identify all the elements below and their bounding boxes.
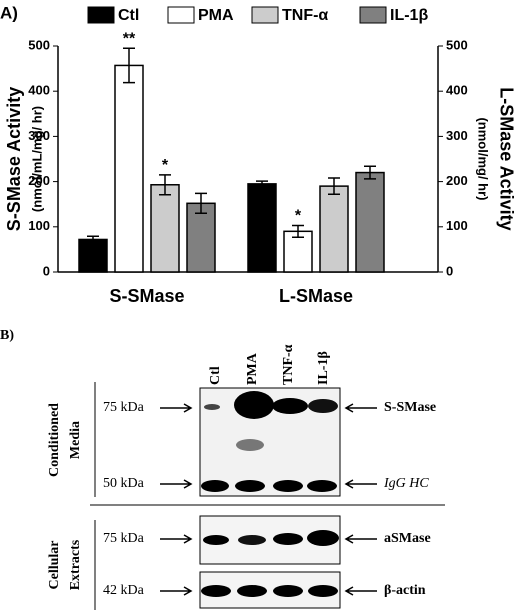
error-bar (87, 235, 99, 244)
x-tick-label: L-SMase (279, 286, 353, 306)
legend-swatch (251, 6, 279, 24)
y2-axis-units: (nmol/mg/ hr) (476, 117, 491, 200)
y2-tick-label: 0 (446, 263, 453, 278)
legend-swatch (87, 6, 115, 24)
band (273, 480, 303, 492)
band-label: S-SMase (384, 400, 436, 415)
y-tick-label: 100 (28, 218, 50, 233)
band (204, 404, 220, 410)
marker-label: 50 kDa (103, 476, 145, 491)
y2-tick-label: 100 (446, 218, 468, 233)
bar (283, 230, 313, 273)
bar (186, 202, 216, 273)
marker-label: 42 kDa (103, 583, 145, 598)
arrow (344, 586, 377, 596)
panel-a: A) 0 100 200 300 400 500 0 100 200 300 400 500 S-SMa… (0, 3, 516, 305)
band-label: β-actin (384, 583, 426, 598)
y-tick-label: 500 (28, 37, 50, 52)
bar (114, 64, 144, 273)
y-axis-units: (nmol/mL/mg/ hr) (29, 106, 44, 212)
legend-label: Ctl (118, 7, 139, 24)
band-label: aSMase (384, 531, 431, 546)
arrow (344, 534, 377, 544)
band (272, 398, 308, 414)
arrow (160, 534, 193, 544)
y-axis-title: S-SMase Activity (4, 87, 24, 231)
y-tick-label: 200 (28, 173, 50, 188)
legend-label: IL-1β (390, 7, 428, 24)
band (234, 391, 274, 419)
legend-swatch (167, 6, 195, 24)
legend-label: TNF-α (282, 7, 328, 24)
bar (247, 183, 277, 273)
lane-label: TNF-α (281, 344, 296, 385)
band (273, 533, 303, 545)
band (273, 585, 303, 597)
arrow (344, 479, 377, 489)
y-tick-label: 0 (43, 263, 50, 278)
lane-label: PMA (245, 352, 260, 385)
lane-label: Ctl (208, 366, 223, 385)
error-bar (256, 180, 268, 188)
bar (78, 238, 108, 273)
band (201, 585, 231, 597)
group-label: Media (68, 421, 83, 459)
band (308, 585, 338, 597)
error-bar (123, 47, 135, 84)
band (307, 480, 337, 492)
marker-label: 75 kDa (103, 531, 145, 546)
legend-label: PMA (198, 7, 234, 24)
band (235, 480, 265, 492)
panel-label: B) (0, 328, 14, 343)
significance-label: * (295, 208, 302, 225)
error-bar (364, 165, 376, 180)
y-tick-label: 300 (28, 128, 50, 143)
y2-axis-title: L-SMase Activity (496, 87, 516, 230)
y2-tick-label: 500 (446, 37, 468, 52)
bar (150, 184, 180, 273)
arrow (160, 479, 193, 489)
band (238, 535, 266, 545)
x-tick-label: S-SMase (109, 286, 184, 306)
group-label: Extracts (68, 539, 83, 590)
band (237, 585, 267, 597)
panel-b: B) Ctl PMA TNF-α IL-1β Conditioned Media 75 kD… (0, 328, 445, 610)
y-tick-label: 400 (28, 83, 50, 98)
y2-tick-label: 400 (446, 83, 468, 98)
arrow (160, 403, 193, 413)
panel-label: A) (0, 3, 18, 22)
error-bar (328, 177, 340, 196)
y2-tick-label: 300 (446, 128, 468, 143)
band-label: IgG HC (383, 476, 429, 491)
significance-label: * (162, 157, 169, 174)
band (203, 535, 229, 545)
significance-label: ** (123, 30, 136, 47)
band (308, 399, 338, 413)
bar (355, 171, 385, 273)
legend-swatch (359, 6, 387, 24)
band (307, 530, 339, 546)
lane-label: IL-1β (316, 351, 331, 385)
arrow (160, 586, 193, 596)
bar (319, 185, 349, 273)
group-label: Conditioned (47, 403, 62, 477)
y2-tick-label: 200 (446, 173, 468, 188)
band (201, 480, 229, 492)
marker-label: 75 kDa (103, 400, 145, 415)
error-bar (159, 174, 171, 196)
error-bar (195, 192, 207, 214)
error-bar (292, 224, 304, 238)
band (236, 439, 264, 451)
arrow (344, 403, 377, 413)
group-label: Cellular (47, 541, 62, 590)
